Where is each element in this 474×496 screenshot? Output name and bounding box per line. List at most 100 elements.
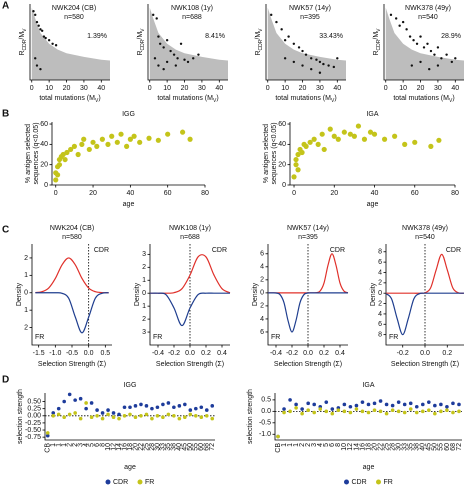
point: [361, 136, 368, 142]
point: [51, 42, 54, 46]
dot: [183, 415, 187, 420]
dot: [360, 400, 365, 404]
x-tick-label: 20: [63, 85, 71, 92]
x-tick-label: 5: [323, 443, 330, 447]
point: [367, 129, 374, 135]
x-tick-label: 50: [187, 443, 194, 451]
dot: [390, 408, 395, 412]
axis-line: [29, 4, 110, 81]
point: [39, 28, 42, 31]
x-tick-label: 40: [176, 443, 183, 451]
x-tick-label: 50: [432, 443, 439, 451]
dot: [155, 405, 160, 410]
point: [109, 133, 115, 139]
y-tick-label: 6: [378, 321, 382, 328]
dot: [330, 411, 335, 416]
point: [299, 149, 305, 156]
point: [37, 24, 40, 27]
y-axis-label: RCDR/MV: [255, 28, 264, 56]
x-tick-label: 10: [163, 85, 171, 92]
y-tick-label: 0: [282, 182, 286, 189]
x-axis-label-part: ): [216, 95, 218, 102]
point: [310, 57, 313, 60]
point: [275, 20, 278, 24]
y-axis-label: % antigen selected: [25, 124, 32, 183]
point: [295, 151, 301, 158]
point: [322, 62, 325, 66]
dot: [139, 402, 143, 407]
x-tick-label: 0.4: [217, 350, 227, 357]
point: [301, 49, 304, 53]
y-tick-label: 2: [260, 277, 264, 284]
point: [398, 24, 401, 27]
x-tick-label: CB: [275, 443, 282, 453]
point: [315, 58, 318, 61]
x-tick-label: 30: [154, 443, 161, 451]
dot: [144, 404, 149, 408]
y-tick-label: 20: [278, 162, 286, 169]
point: [419, 60, 422, 64]
threshold-area: [31, 7, 111, 80]
x-tick-label: 20: [132, 443, 139, 451]
x-tick-label: 0.0: [185, 350, 195, 357]
chart-subtitle: n=540: [415, 234, 435, 241]
series-label: FR: [389, 334, 398, 341]
x-tick-label: 40: [126, 190, 134, 197]
dot: [150, 416, 154, 421]
point: [315, 141, 321, 147]
point: [176, 57, 179, 60]
y-tick-label: 60: [40, 121, 48, 128]
dot: [342, 402, 347, 407]
x-tick-label: 0: [292, 190, 296, 197]
y-axis-label: sequences (q<0.05): [271, 122, 278, 184]
y-axis-label: sequences (q<0.05): [33, 122, 40, 184]
x-tick-label: CB: [45, 443, 52, 453]
point: [192, 57, 195, 60]
x-tick-label: 35: [408, 443, 415, 451]
y-tick-label: 1: [142, 277, 146, 284]
dot: [306, 408, 310, 412]
y-axis-label: selection strength: [17, 389, 24, 444]
point: [169, 49, 172, 53]
y-tick-label: 8: [378, 331, 382, 338]
point: [426, 42, 429, 46]
point: [280, 28, 283, 31]
x-tick-label: 25: [383, 443, 390, 451]
x-tick-label: 45: [182, 443, 189, 451]
x-tick-label: 0.5: [100, 350, 110, 357]
dot: [150, 406, 154, 411]
dot: [390, 403, 395, 408]
point: [297, 46, 301, 49]
y-axis-label-part: V: [258, 28, 264, 32]
x-tick-label: 0: [54, 190, 58, 197]
point: [292, 60, 296, 64]
x-tick-label: 55: [193, 443, 200, 451]
dot: [288, 398, 292, 402]
dot: [188, 412, 193, 417]
dot: [354, 407, 359, 411]
point: [157, 35, 160, 38]
axis-line: [149, 244, 230, 346]
x-tick-label: 30: [434, 85, 442, 92]
dot: [95, 408, 99, 412]
dot: [342, 409, 347, 414]
dot: [51, 411, 56, 415]
x-tick-label: 18: [127, 443, 134, 451]
point: [332, 65, 336, 69]
x-tick-label: 0.2: [442, 350, 452, 357]
chart-subtitle: n=395: [298, 234, 318, 241]
point: [307, 139, 313, 145]
dot: [199, 415, 204, 420]
dot: [161, 402, 165, 407]
point: [174, 64, 178, 67]
point: [331, 133, 337, 139]
threshold-area: [385, 7, 464, 80]
dot: [133, 404, 138, 408]
threshold-area: [267, 7, 346, 80]
y-tick-label: 40: [40, 141, 48, 148]
dot: [73, 411, 77, 415]
y-axis-label-part: V: [376, 28, 382, 32]
legend-marker: [105, 479, 111, 485]
point: [405, 28, 408, 31]
x-tick-label: 18: [365, 443, 372, 451]
